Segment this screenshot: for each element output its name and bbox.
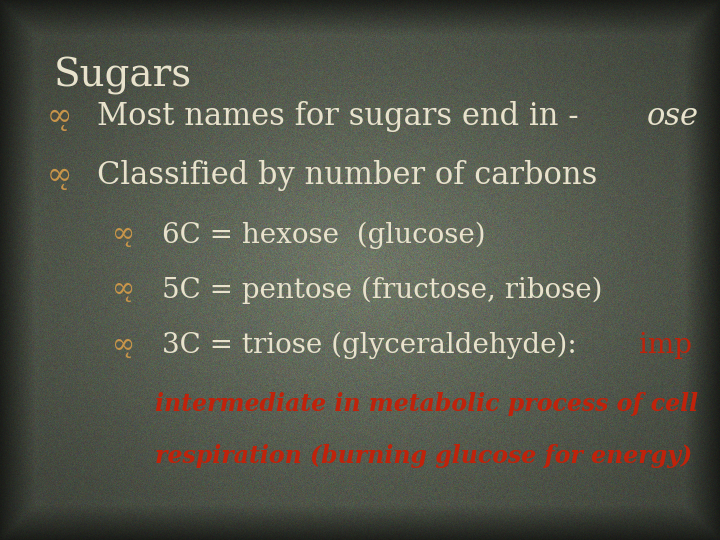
Text: Most names for sugars end in -: Most names for sugars end in - (97, 100, 579, 132)
Text: respiration (burning glucose for energy): respiration (burning glucose for energy) (155, 444, 692, 468)
Text: ∞̨: ∞̨ (47, 100, 72, 132)
Text: ∞̨: ∞̨ (112, 221, 135, 248)
Text: ∞̨: ∞̨ (47, 160, 72, 191)
Text: ∞̨: ∞̨ (112, 276, 135, 303)
Text: 5C = pentose (fructose, ribose): 5C = pentose (fructose, ribose) (162, 276, 603, 303)
Text: ose: ose (647, 100, 699, 132)
Text: ∞̨: ∞̨ (112, 332, 135, 359)
Text: Sugars: Sugars (54, 57, 192, 94)
Text: 3C = triose (glyceraldehyde):: 3C = triose (glyceraldehyde): (162, 332, 585, 359)
Text: Classified by number of carbons: Classified by number of carbons (97, 160, 598, 191)
Text: intermediate in metabolic process of cell: intermediate in metabolic process of cel… (155, 392, 698, 416)
Text: 6C = hexose  (glucose): 6C = hexose (glucose) (162, 221, 485, 248)
Text: imp: imp (639, 332, 692, 359)
